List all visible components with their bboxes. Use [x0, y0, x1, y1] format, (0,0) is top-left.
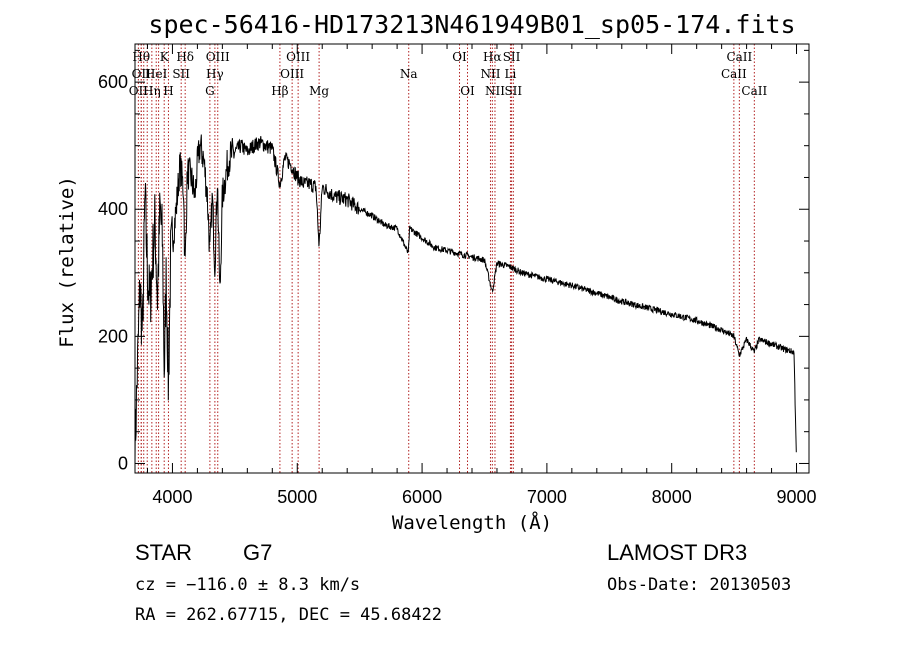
line-label-30: CaII [741, 84, 767, 98]
line-label-26: SII [503, 50, 521, 64]
y-tick-label-2: 400 [98, 199, 128, 219]
spectral-line-markers [137, 44, 755, 473]
line-label-1: Hθ [132, 50, 150, 64]
line-label-16: OIII [280, 67, 304, 81]
x-axis-ticks: 4000 5000 6000 7000 8000 9000 [146, 44, 817, 507]
chart-title: spec-56416-HD173213N461949B01_sp05-174.f… [148, 10, 795, 39]
line-label-29: CaII [726, 50, 752, 64]
line-label-22: NII [480, 67, 500, 81]
line-label-10: SII [172, 67, 190, 81]
y-tick-label-1: 200 [98, 326, 128, 346]
line-label-0: OII [129, 84, 149, 98]
survey-name: LAMOST DR3 [607, 540, 747, 565]
y-axis-label: Flux (relative) [56, 176, 78, 348]
line-label-5: Hη [143, 84, 161, 98]
line-label-8: K [160, 50, 170, 64]
line-label-24: NII [485, 84, 505, 98]
redshift-velocity: cz = −116.0 ± 8.3 km/s [135, 575, 360, 595]
line-label-23: Hα [483, 50, 502, 64]
coordinates: RA = 262.67715, DEC = 45.68422 [135, 605, 442, 625]
x-tick-label-0: 4000 [152, 487, 192, 507]
line-label-14: OIII [206, 50, 230, 64]
line-label-19: Na [400, 67, 418, 81]
y-axis-ticks: 0 200 400 600 [98, 49, 809, 473]
spectral-line-labels: OIIHθOIIHηHeIKHSIIHδGHγOIIIHβOIIIOIIIMgN… [129, 50, 768, 98]
line-label-25: Li [505, 67, 517, 81]
line-label-27: SII [504, 84, 522, 98]
object-subclass: G7 [243, 540, 272, 565]
line-label-13: Hγ [206, 67, 224, 81]
line-label-9: H [163, 84, 173, 98]
line-label-20: OI [452, 50, 467, 64]
spectrum-line [134, 134, 797, 464]
line-label-28: CaII [721, 67, 747, 81]
x-tick-label-3: 7000 [527, 487, 567, 507]
line-label-15: Hβ [271, 84, 288, 98]
x-axis-label: Wavelength (Å) [392, 511, 552, 534]
object-class: STAR [135, 540, 192, 565]
line-label-21: OI [460, 84, 475, 98]
x-tick-label-2: 6000 [402, 487, 442, 507]
plot-frame [134, 43, 810, 474]
y-tick-label-0: 0 [118, 453, 128, 473]
line-label-11: Hδ [176, 50, 194, 64]
line-label-6: HeI [145, 67, 168, 81]
x-tick-label-5: 9000 [776, 487, 816, 507]
observation-date: Obs-Date: 20130503 [607, 575, 791, 595]
line-label-18: Mg [309, 84, 329, 98]
line-label-12: G [205, 84, 215, 98]
x-tick-label-4: 8000 [652, 487, 692, 507]
line-label-2: OII [132, 67, 152, 81]
line-label-17: OIII [286, 50, 310, 64]
y-tick-label-3: 600 [98, 72, 128, 92]
spectrum-series [134, 134, 797, 464]
x-tick-label-1: 5000 [277, 487, 317, 507]
